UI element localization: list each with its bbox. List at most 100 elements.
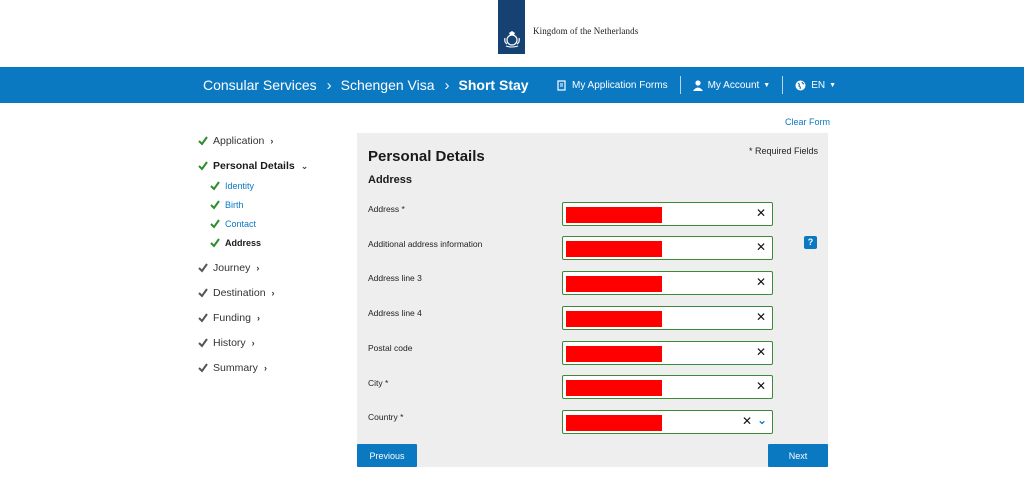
clear-icon[interactable]: ✕ xyxy=(755,240,766,254)
sidebar-item-label: History xyxy=(213,337,246,349)
redacted-value xyxy=(566,415,662,431)
additional-address-input[interactable]: ✕ xyxy=(562,236,773,260)
check-icon xyxy=(198,363,208,373)
nav-divider xyxy=(679,76,681,94)
chevron-down-icon[interactable]: ⌄ xyxy=(756,413,767,427)
check-icon xyxy=(198,313,208,323)
page-title: Personal Details xyxy=(368,148,485,165)
brand-name: Kingdom of the Netherlands xyxy=(533,26,639,36)
royal-coat-of-arms-logo xyxy=(498,0,525,54)
address-input[interactable]: ✕ xyxy=(562,202,773,226)
chevron-right-icon: › xyxy=(263,363,267,373)
redacted-value xyxy=(566,380,662,396)
sidebar-subitem-label: Identity xyxy=(225,181,255,191)
next-button[interactable]: Next xyxy=(768,444,828,467)
caret-down-icon: ▼ xyxy=(763,81,771,89)
breadcrumb-consular-services[interactable]: Consular Services xyxy=(203,77,317,93)
postal-code-label: Postal code xyxy=(368,343,413,353)
brand-header: Kingdom of the Netherlands xyxy=(0,0,1024,67)
my-account-menu[interactable]: My Account ▼ xyxy=(692,79,771,91)
sidebar-item-journey[interactable]: Journey › xyxy=(198,262,259,274)
check-icon xyxy=(198,338,208,348)
sidebar-subitem-contact[interactable]: Contact xyxy=(210,219,256,229)
check-icon xyxy=(198,161,208,171)
chevron-right-icon: › xyxy=(256,263,260,273)
address-form-panel: Personal Details * Required Fields Addre… xyxy=(357,133,828,467)
check-icon xyxy=(210,200,220,210)
country-label: Country * xyxy=(368,412,404,422)
chevron-right-icon: › xyxy=(326,76,332,94)
city-input[interactable]: ✕ xyxy=(562,375,773,399)
sidebar-item-label: Funding xyxy=(213,312,251,324)
redacted-value xyxy=(566,207,662,223)
chevron-right-icon: › xyxy=(271,288,275,298)
language-selector[interactable]: EN ▼ xyxy=(795,80,836,91)
sidebar-item-label: Summary xyxy=(213,362,258,374)
sidebar-item-history[interactable]: History › xyxy=(198,337,255,349)
sidebar-item-label: Personal Details xyxy=(213,160,295,172)
country-select[interactable]: ✕ ⌄ xyxy=(562,410,773,434)
chevron-right-icon: › xyxy=(444,76,450,94)
redacted-value xyxy=(566,346,662,362)
additional-address-label: Additional address information xyxy=(368,239,483,249)
address-line-4-input[interactable]: ✕ xyxy=(562,306,773,330)
section-title: Address xyxy=(368,174,413,186)
address-label: Address * xyxy=(368,204,405,214)
address-line-3-label: Address line 3 xyxy=(368,273,422,283)
city-label: City * xyxy=(368,378,389,388)
chevron-down-icon: ⌄ xyxy=(300,160,309,171)
check-icon xyxy=(210,238,220,248)
clear-form-link[interactable]: Clear Form xyxy=(785,117,831,127)
forms-icon xyxy=(557,79,567,91)
language-label: EN xyxy=(811,79,826,91)
breadcrumb: Consular Services › Schengen Visa › Shor… xyxy=(203,67,529,103)
sidebar-subitem-label: Birth xyxy=(225,200,244,210)
address-line-3-input[interactable]: ✕ xyxy=(562,271,773,295)
postal-code-input[interactable]: ✕ xyxy=(562,341,773,365)
main-navbar: Consular Services › Schengen Visa › Shor… xyxy=(0,67,1024,103)
redacted-value xyxy=(566,276,662,292)
sidebar-item-label: Journey xyxy=(213,262,251,274)
sidebar-item-label: Destination xyxy=(213,287,266,299)
caret-down-icon: ▼ xyxy=(829,81,837,89)
help-icon[interactable]: ? xyxy=(804,236,817,249)
clear-icon[interactable]: ✕ xyxy=(755,379,766,393)
sidebar-subitem-label: Address xyxy=(225,238,262,248)
check-icon xyxy=(198,263,208,273)
sidebar-item-summary[interactable]: Summary › xyxy=(198,362,267,374)
sidebar-item-personal-details[interactable]: Personal Details ⌄ xyxy=(198,160,308,172)
check-icon xyxy=(198,288,208,298)
sidebar-subitem-identity[interactable]: Identity xyxy=(210,181,254,191)
check-icon xyxy=(210,181,220,191)
clear-icon[interactable]: ✕ xyxy=(755,345,766,359)
my-application-forms-label: My Application Forms xyxy=(572,79,668,91)
address-line-4-label: Address line 4 xyxy=(368,308,422,318)
clear-icon[interactable]: ✕ xyxy=(755,206,766,220)
breadcrumb-schengen-visa[interactable]: Schengen Visa xyxy=(340,77,435,93)
redacted-value xyxy=(566,311,662,327)
clear-icon[interactable]: ✕ xyxy=(741,414,752,428)
sidebar-item-label: Application xyxy=(213,135,265,147)
sidebar-item-application[interactable]: Application › xyxy=(198,135,273,147)
nav-divider xyxy=(782,76,784,94)
chevron-right-icon: › xyxy=(256,313,260,323)
my-account-label: My Account xyxy=(707,79,760,91)
clear-icon[interactable]: ✕ xyxy=(755,275,766,289)
user-icon xyxy=(692,79,703,91)
sidebar-subitem-label: Contact xyxy=(225,219,257,229)
nav-actions: My Application Forms My Account ▼ EN ▼ xyxy=(557,67,836,103)
globe-icon xyxy=(795,80,806,91)
chevron-right-icon: › xyxy=(270,136,274,146)
previous-button[interactable]: Previous xyxy=(357,444,417,467)
redacted-value xyxy=(566,241,662,257)
check-icon xyxy=(210,219,220,229)
sidebar-subitem-address[interactable]: Address xyxy=(210,238,261,248)
clear-icon[interactable]: ✕ xyxy=(755,310,766,324)
my-application-forms-link[interactable]: My Application Forms xyxy=(557,80,668,91)
required-fields-note: * Required Fields xyxy=(748,146,818,156)
sidebar-item-destination[interactable]: Destination › xyxy=(198,287,275,299)
breadcrumb-short-stay: Short Stay xyxy=(458,77,529,93)
chevron-right-icon: › xyxy=(251,338,255,348)
sidebar-subitem-birth[interactable]: Birth xyxy=(210,200,244,210)
sidebar-item-funding[interactable]: Funding › xyxy=(198,312,260,324)
